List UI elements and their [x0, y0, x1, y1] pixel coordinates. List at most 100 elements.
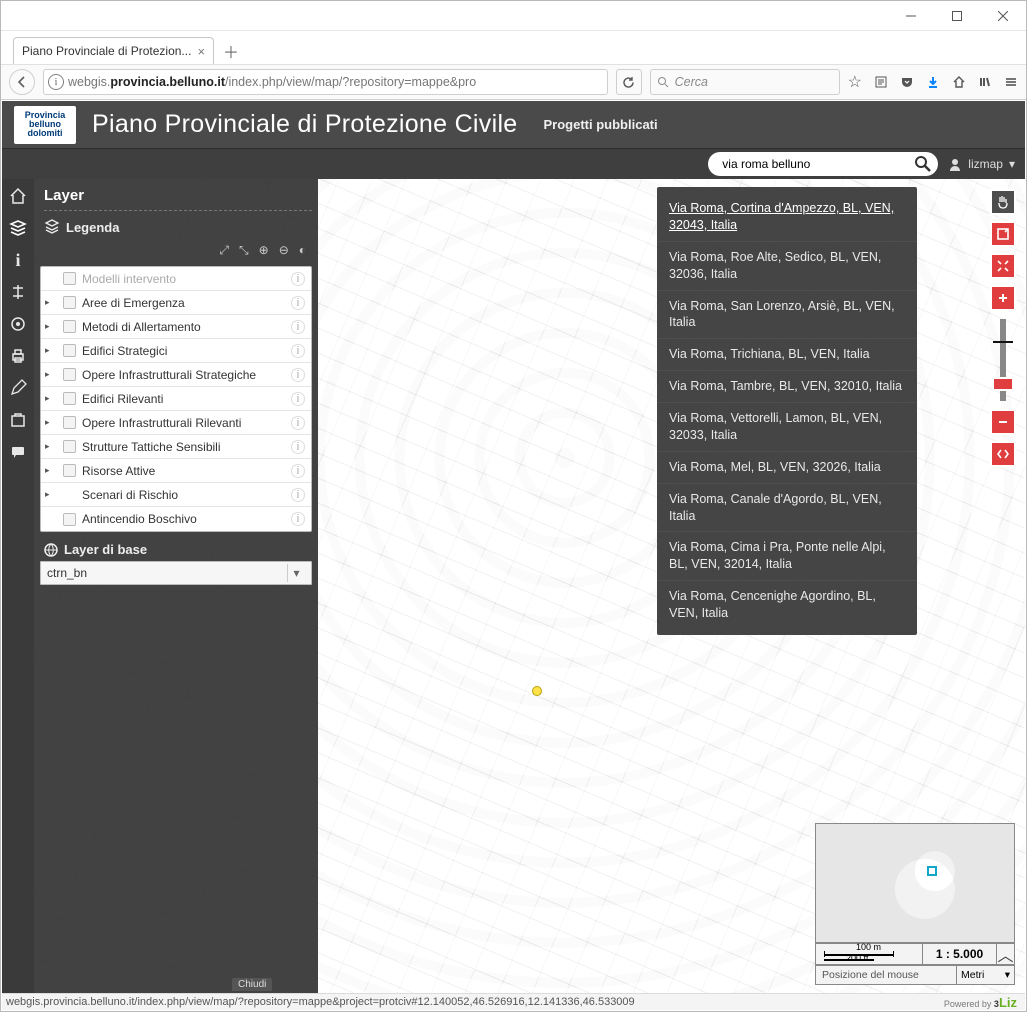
layer-row[interactable]: ▸Strutture Tattiche Sensibilii — [41, 435, 311, 459]
tool-home-icon[interactable] — [7, 185, 29, 207]
tool-permalink-icon[interactable] — [7, 409, 29, 431]
app-search-field[interactable] — [720, 156, 914, 172]
user-menu[interactable]: lizmap ▾ — [948, 157, 1015, 171]
layer-checkbox[interactable] — [63, 296, 76, 309]
home-icon[interactable] — [952, 75, 966, 89]
pan-tool-icon[interactable] — [990, 189, 1016, 215]
expand-caret-icon[interactable]: ▸ — [45, 393, 57, 404]
layer-checkbox[interactable] — [63, 368, 76, 381]
layer-info-icon[interactable]: i — [291, 512, 305, 526]
search-result-item[interactable]: Via Roma, Mel, BL, VEN, 32026, Italia — [657, 451, 917, 483]
zoom-out-button[interactable] — [990, 409, 1016, 435]
legend-header[interactable]: Legenda — [44, 219, 312, 235]
menu-icon[interactable] — [1004, 75, 1018, 89]
expand-caret-icon[interactable]: ▸ — [45, 321, 57, 332]
layer-info-icon[interactable]: i — [291, 488, 305, 502]
browser-search-input[interactable]: Cerca — [650, 69, 840, 95]
search-result-item[interactable]: Via Roma, Cencenighe Agordino, BL, VEN, … — [657, 580, 917, 629]
bookmark-star-icon[interactable]: ☆ — [848, 72, 862, 92]
expand-caret-icon[interactable]: ▸ — [45, 489, 57, 500]
layer-row[interactable]: ▸Metodi di Allertamentoi — [41, 315, 311, 339]
layer-row[interactable]: ▸Edifici Rilevantii — [41, 387, 311, 411]
search-result-item[interactable]: Via Roma, Cima i Pra, Ponte nelle Alpi, … — [657, 531, 917, 580]
expand-caret-icon[interactable]: ▸ — [45, 345, 57, 356]
scale-expand-icon[interactable]: ︿ — [996, 944, 1014, 964]
collapse-icon[interactable]: ⤡ — [239, 243, 249, 258]
search-result-item[interactable]: Via Roma, San Lorenzo, Arsiè, BL, VEN, I… — [657, 290, 917, 339]
library-icon[interactable] — [978, 75, 992, 89]
search-result-item[interactable]: Via Roma, Vettorelli, Lamon, BL, VEN, 32… — [657, 402, 917, 451]
search-result-item[interactable]: Via Roma, Roe Alte, Sedico, BL, VEN, 320… — [657, 241, 917, 290]
layer-checkbox[interactable] — [63, 440, 76, 453]
layer-row[interactable]: ▸Opere Infrastrutturali Strategichei — [41, 363, 311, 387]
tool-tooltip-icon[interactable] — [7, 441, 29, 463]
expand-icon[interactable]: ⤢ — [219, 243, 229, 258]
layer-checkbox[interactable] — [63, 272, 76, 285]
downloads-icon[interactable] — [926, 75, 940, 89]
layer-row[interactable]: Modelli interventoi — [41, 267, 311, 291]
layer-info-icon[interactable]: i — [291, 416, 305, 430]
layer-row[interactable]: ▸Opere Infrastrutturali Rilevantii — [41, 411, 311, 435]
layer-checkbox[interactable] — [63, 320, 76, 333]
layer-info-icon[interactable]: i — [291, 440, 305, 454]
tool-info-icon[interactable]: i — [7, 249, 29, 271]
layer-checkbox[interactable] — [63, 513, 76, 526]
layer-row[interactable]: Antincendio Boschivoi — [41, 507, 311, 531]
expand-caret-icon[interactable]: ▸ — [45, 465, 57, 476]
expand-caret-icon[interactable]: ▸ — [45, 417, 57, 428]
zoom-extent-icon[interactable] — [990, 253, 1016, 279]
layer-row[interactable]: ▸Risorse Attivei — [41, 459, 311, 483]
layer-checkbox[interactable] — [63, 392, 76, 405]
app-search-input[interactable] — [708, 152, 938, 176]
zoom-in-button[interactable] — [990, 285, 1016, 311]
layer-checkbox[interactable] — [63, 416, 76, 429]
url-input[interactable]: i webgis.provincia.belluno.it/index.php/… — [43, 69, 608, 95]
baselayer-select[interactable]: ctrn_bn ▾ — [40, 561, 312, 585]
search-result-item[interactable]: Via Roma, Trichiana, BL, VEN, Italia — [657, 338, 917, 370]
panel-close-button[interactable]: Chiudi — [232, 978, 272, 991]
overview-map[interactable] — [815, 823, 1015, 943]
expand-caret-icon[interactable]: ▸ — [45, 297, 57, 308]
zoom-slider[interactable] — [1000, 319, 1006, 401]
tool-edit-icon[interactable] — [7, 377, 29, 399]
layer-row[interactable]: ▸Scenari di Rischioi — [41, 483, 311, 507]
layer-info-icon[interactable]: i — [291, 344, 305, 358]
layer-info-icon[interactable]: i — [291, 320, 305, 334]
tool-print-icon[interactable] — [7, 345, 29, 367]
projects-link[interactable]: Progetti pubblicati — [544, 117, 658, 132]
tool-measure-icon[interactable] — [7, 281, 29, 303]
layer-row[interactable]: ▸Aree di Emergenzai — [41, 291, 311, 315]
layer-row[interactable]: ▸Edifici Strategicii — [41, 339, 311, 363]
expand-caret-icon[interactable]: ▸ — [45, 441, 57, 452]
layer-info-icon[interactable]: i — [291, 368, 305, 382]
reader-icon[interactable] — [874, 75, 888, 89]
tab-close-icon[interactable]: × — [197, 44, 205, 59]
layer-info-icon[interactable]: i — [291, 464, 305, 478]
pocket-icon[interactable] — [900, 75, 914, 89]
layer-info-icon[interactable]: i — [291, 296, 305, 310]
search-result-item[interactable]: Via Roma, Canale d'Agordo, BL, VEN, Ital… — [657, 483, 917, 532]
zoom-slider-knob[interactable] — [992, 377, 1014, 391]
app-logo[interactable]: Provincia belluno dolomiti — [14, 106, 76, 144]
window-minimize-button[interactable] — [888, 1, 934, 30]
zoom-history-icon[interactable] — [990, 441, 1016, 467]
layer-checkbox[interactable] — [63, 464, 76, 477]
window-maximize-button[interactable] — [934, 1, 980, 30]
back-button[interactable] — [9, 69, 35, 95]
layer-info-icon[interactable]: i — [291, 272, 305, 286]
window-close-button[interactable] — [980, 1, 1026, 30]
site-info-icon[interactable]: i — [48, 74, 64, 90]
browser-tab[interactable]: Piano Provinciale di Protezion... × — [13, 37, 214, 64]
tool-locate-icon[interactable] — [7, 313, 29, 335]
new-tab-button[interactable]: ＋ — [218, 38, 244, 64]
search-result-item[interactable]: Via Roma, Cortina d'Ampezzo, BL, VEN, 32… — [657, 193, 917, 241]
layer-info-icon[interactable]: i — [291, 392, 305, 406]
zoom-box-icon[interactable] — [990, 221, 1016, 247]
search-result-item[interactable]: Via Roma, Tambre, BL, VEN, 32010, Italia — [657, 370, 917, 402]
search-icon[interactable] — [914, 155, 932, 173]
contrast-icon[interactable]: ◐ — [299, 243, 306, 258]
expand-caret-icon[interactable]: ▸ — [45, 369, 57, 380]
zoom-in-icon[interactable]: ⊕ — [259, 243, 269, 258]
tool-layers-icon[interactable] — [7, 217, 29, 239]
unit-select[interactable]: Metri▾ — [956, 966, 1014, 984]
